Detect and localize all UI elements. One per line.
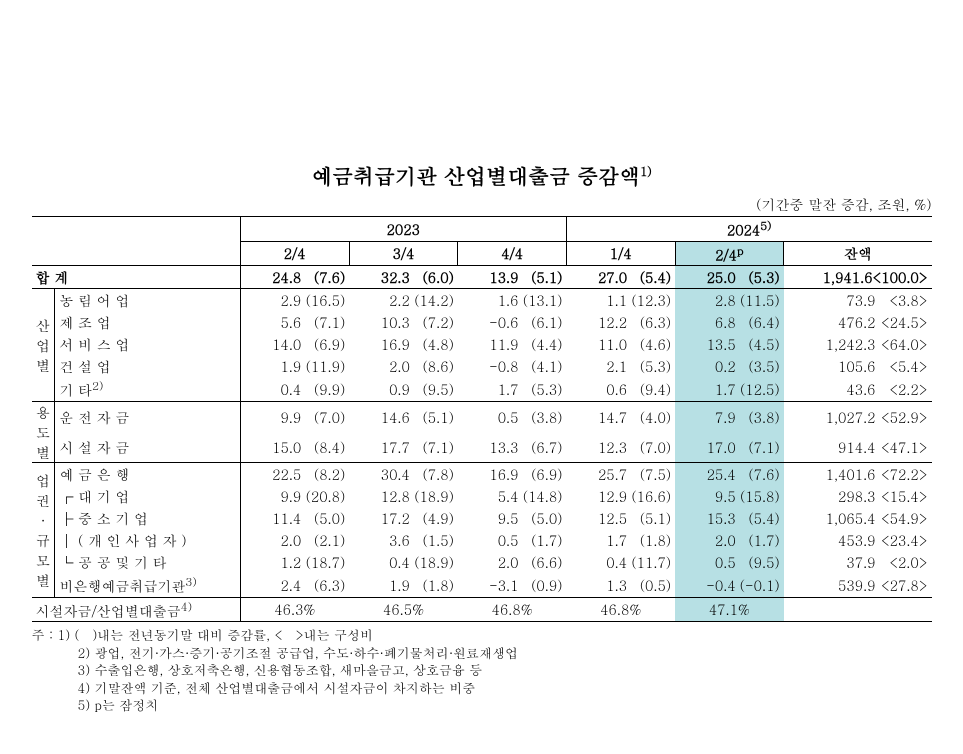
label-r5: 기 타2) xyxy=(55,377,240,401)
note-2: 2) 광업, 전기·가스·증기·공기조절 공급업, 수도·하수·폐기물처리·원료… xyxy=(32,644,932,662)
header-2023: 2023 xyxy=(240,217,566,242)
label-ratio: 시설자금/산업별대출금4) xyxy=(32,597,241,622)
row-r2: 제 조 업 5.6(7.1) 10.3(7.2) -0.6(6.1) 12.2(… xyxy=(32,311,932,333)
cell: 27.0(5.4) xyxy=(566,266,675,289)
label-r7: 시 설 자 금 xyxy=(55,432,240,463)
footnotes: 주 : 1) ( )내는 전년동기말 대비 증감률, < >내는 구성비 2) … xyxy=(32,626,932,714)
row-r12: └ 공 공 및 기 타 1.2(18.7) 0.4(18.9) 2.0(6.6)… xyxy=(32,551,932,573)
row-total: 합 계 24.8(7.6) 32.3(6.0) 13.9(5.1) 27.0(5… xyxy=(32,266,932,289)
table-title: 예금취급기관 산업별대출금 증감액1) xyxy=(32,160,932,190)
label-r12: └ 공 공 및 기 타 xyxy=(55,551,240,573)
ratio-c2: 46.5% xyxy=(349,597,458,622)
label-r13: 비은행예금취급기관3) xyxy=(55,573,240,597)
ratio-c4: 46.8% xyxy=(566,597,675,622)
hdr-p5-sup: p xyxy=(737,243,744,259)
hdr-p3: 4/4 xyxy=(458,241,567,266)
hdr-p4: 1/4 xyxy=(566,241,675,266)
row-r6: 용도별 운 전 자 금 9.9(7.0) 14.6(5.1) 0.5(3.8) … xyxy=(32,401,932,432)
ratio-c1: 46.3% xyxy=(240,597,349,622)
note-3: 3) 수출입은행, 상호저축은행, 신용협동조합, 새마을금고, 상호금융 등 xyxy=(32,661,932,679)
label-total: 합 계 xyxy=(32,266,241,289)
label-r10: ├ 중 소 기 업 xyxy=(55,507,240,529)
hdr-p5-text: 2/4 xyxy=(715,244,737,264)
cell: 32.3(6.0) xyxy=(349,266,458,289)
title-sup: 1) xyxy=(640,163,652,180)
document-wrap: 예금취급기관 산업별대출금 증감액1) (기간중 말잔 증감, 조원, %) 2… xyxy=(32,160,932,714)
row-r4: 건 설 업 1.9(11.9) 2.0(8.6) -0.8(4.1) 2.1(5… xyxy=(32,355,932,377)
hdr-balance: 잔액 xyxy=(784,241,932,266)
ratio-c5: 47.1% xyxy=(675,597,784,622)
label-r6: 운 전 자 금 xyxy=(55,401,240,432)
group-label-3: 업권·규모별 xyxy=(32,462,55,597)
note-4: 4) 기말잔액 기준, 전체 산업별대출금에서 시설자금이 차지하는 비중 xyxy=(32,679,932,697)
row-r1: 산업별 농 림 어 업 2.9(16.5) 2.2(14.2) 1.6(13.1… xyxy=(32,289,932,312)
label-r8: 예 금 은 행 xyxy=(55,462,240,485)
label-r9: ┌ 대 기 업 xyxy=(55,485,240,507)
cell: 13.9(5.1) xyxy=(458,266,567,289)
group-label-1: 산업별 xyxy=(32,289,55,402)
header-2024-sup: 5) xyxy=(760,218,771,234)
row-r11: │ ( 개 인 사 업 자 ) 2.0(2.1) 3.6(1.5) 0.5(1.… xyxy=(32,529,932,551)
row-r3: 서 비 스 업 14.0(6.9) 16.9(4.8) 11.9(4.4) 11… xyxy=(32,333,932,355)
row-r5: 기 타2) 0.4(9.9) 0.9(9.5) 1.7(5.3) 0.6(9.4… xyxy=(32,377,932,401)
row-r9: ┌ 대 기 업 9.9(20.8) 12.8(18.9) 5.4(14.8) 1… xyxy=(32,485,932,507)
hdr-p2: 3/4 xyxy=(349,241,458,266)
header-row-years: 2023 20245) xyxy=(32,217,932,242)
label-r3: 서 비 스 업 xyxy=(55,333,240,355)
ratio-c3: 46.8% xyxy=(458,597,567,622)
row-ratio: 시설자금/산업별대출금4) 46.3% 46.5% 46.8% 46.8% 47… xyxy=(32,597,932,622)
title-text: 예금취급기관 산업별대출금 증감액 xyxy=(311,160,640,190)
row-r13: 비은행예금취급기관3) 2.4(6.3) 1.9(1.8) -3.1(0.9) … xyxy=(32,573,932,597)
row-r7: 시 설 자 금 15.0(8.4) 17.7(7.1) 13.3(6.7) 12… xyxy=(32,432,932,463)
label-r2: 제 조 업 xyxy=(55,311,240,333)
label-r11: │ ( 개 인 사 업 자 ) xyxy=(55,529,240,551)
row-r8: 업권·규모별 예 금 은 행 22.5(8.2) 30.4(7.8) 16.9(… xyxy=(32,462,932,485)
header-2024-text: 2024 xyxy=(727,220,760,240)
row-r10: ├ 중 소 기 업 11.4(5.0) 17.2(4.9) 9.5(5.0) 1… xyxy=(32,507,932,529)
header-2024: 20245) xyxy=(566,217,931,242)
label-r1: 농 림 어 업 xyxy=(55,289,240,312)
cell: 24.8(7.6) xyxy=(240,266,349,289)
hdr-p5: 2/4p xyxy=(675,241,784,266)
note-1: 주 : 1) ( )내는 전년동기말 대비 증감률, < >내는 구성비 xyxy=(32,625,373,644)
unit-note: (기간중 말잔 증감, 조원, %) xyxy=(32,194,932,214)
data-table: 2023 20245) 2/4 3/4 4/4 1/4 2/4p 잔액 합 계 … xyxy=(32,216,932,622)
label-r4: 건 설 업 xyxy=(55,355,240,377)
group-label-2: 용도별 xyxy=(32,401,55,462)
cell: 1,941.6<100.0> xyxy=(784,266,932,289)
note-5: 5) p는 잠정치 xyxy=(32,696,932,714)
cell: 25.0(5.3) xyxy=(675,266,784,289)
hdr-p1: 2/4 xyxy=(240,241,349,266)
